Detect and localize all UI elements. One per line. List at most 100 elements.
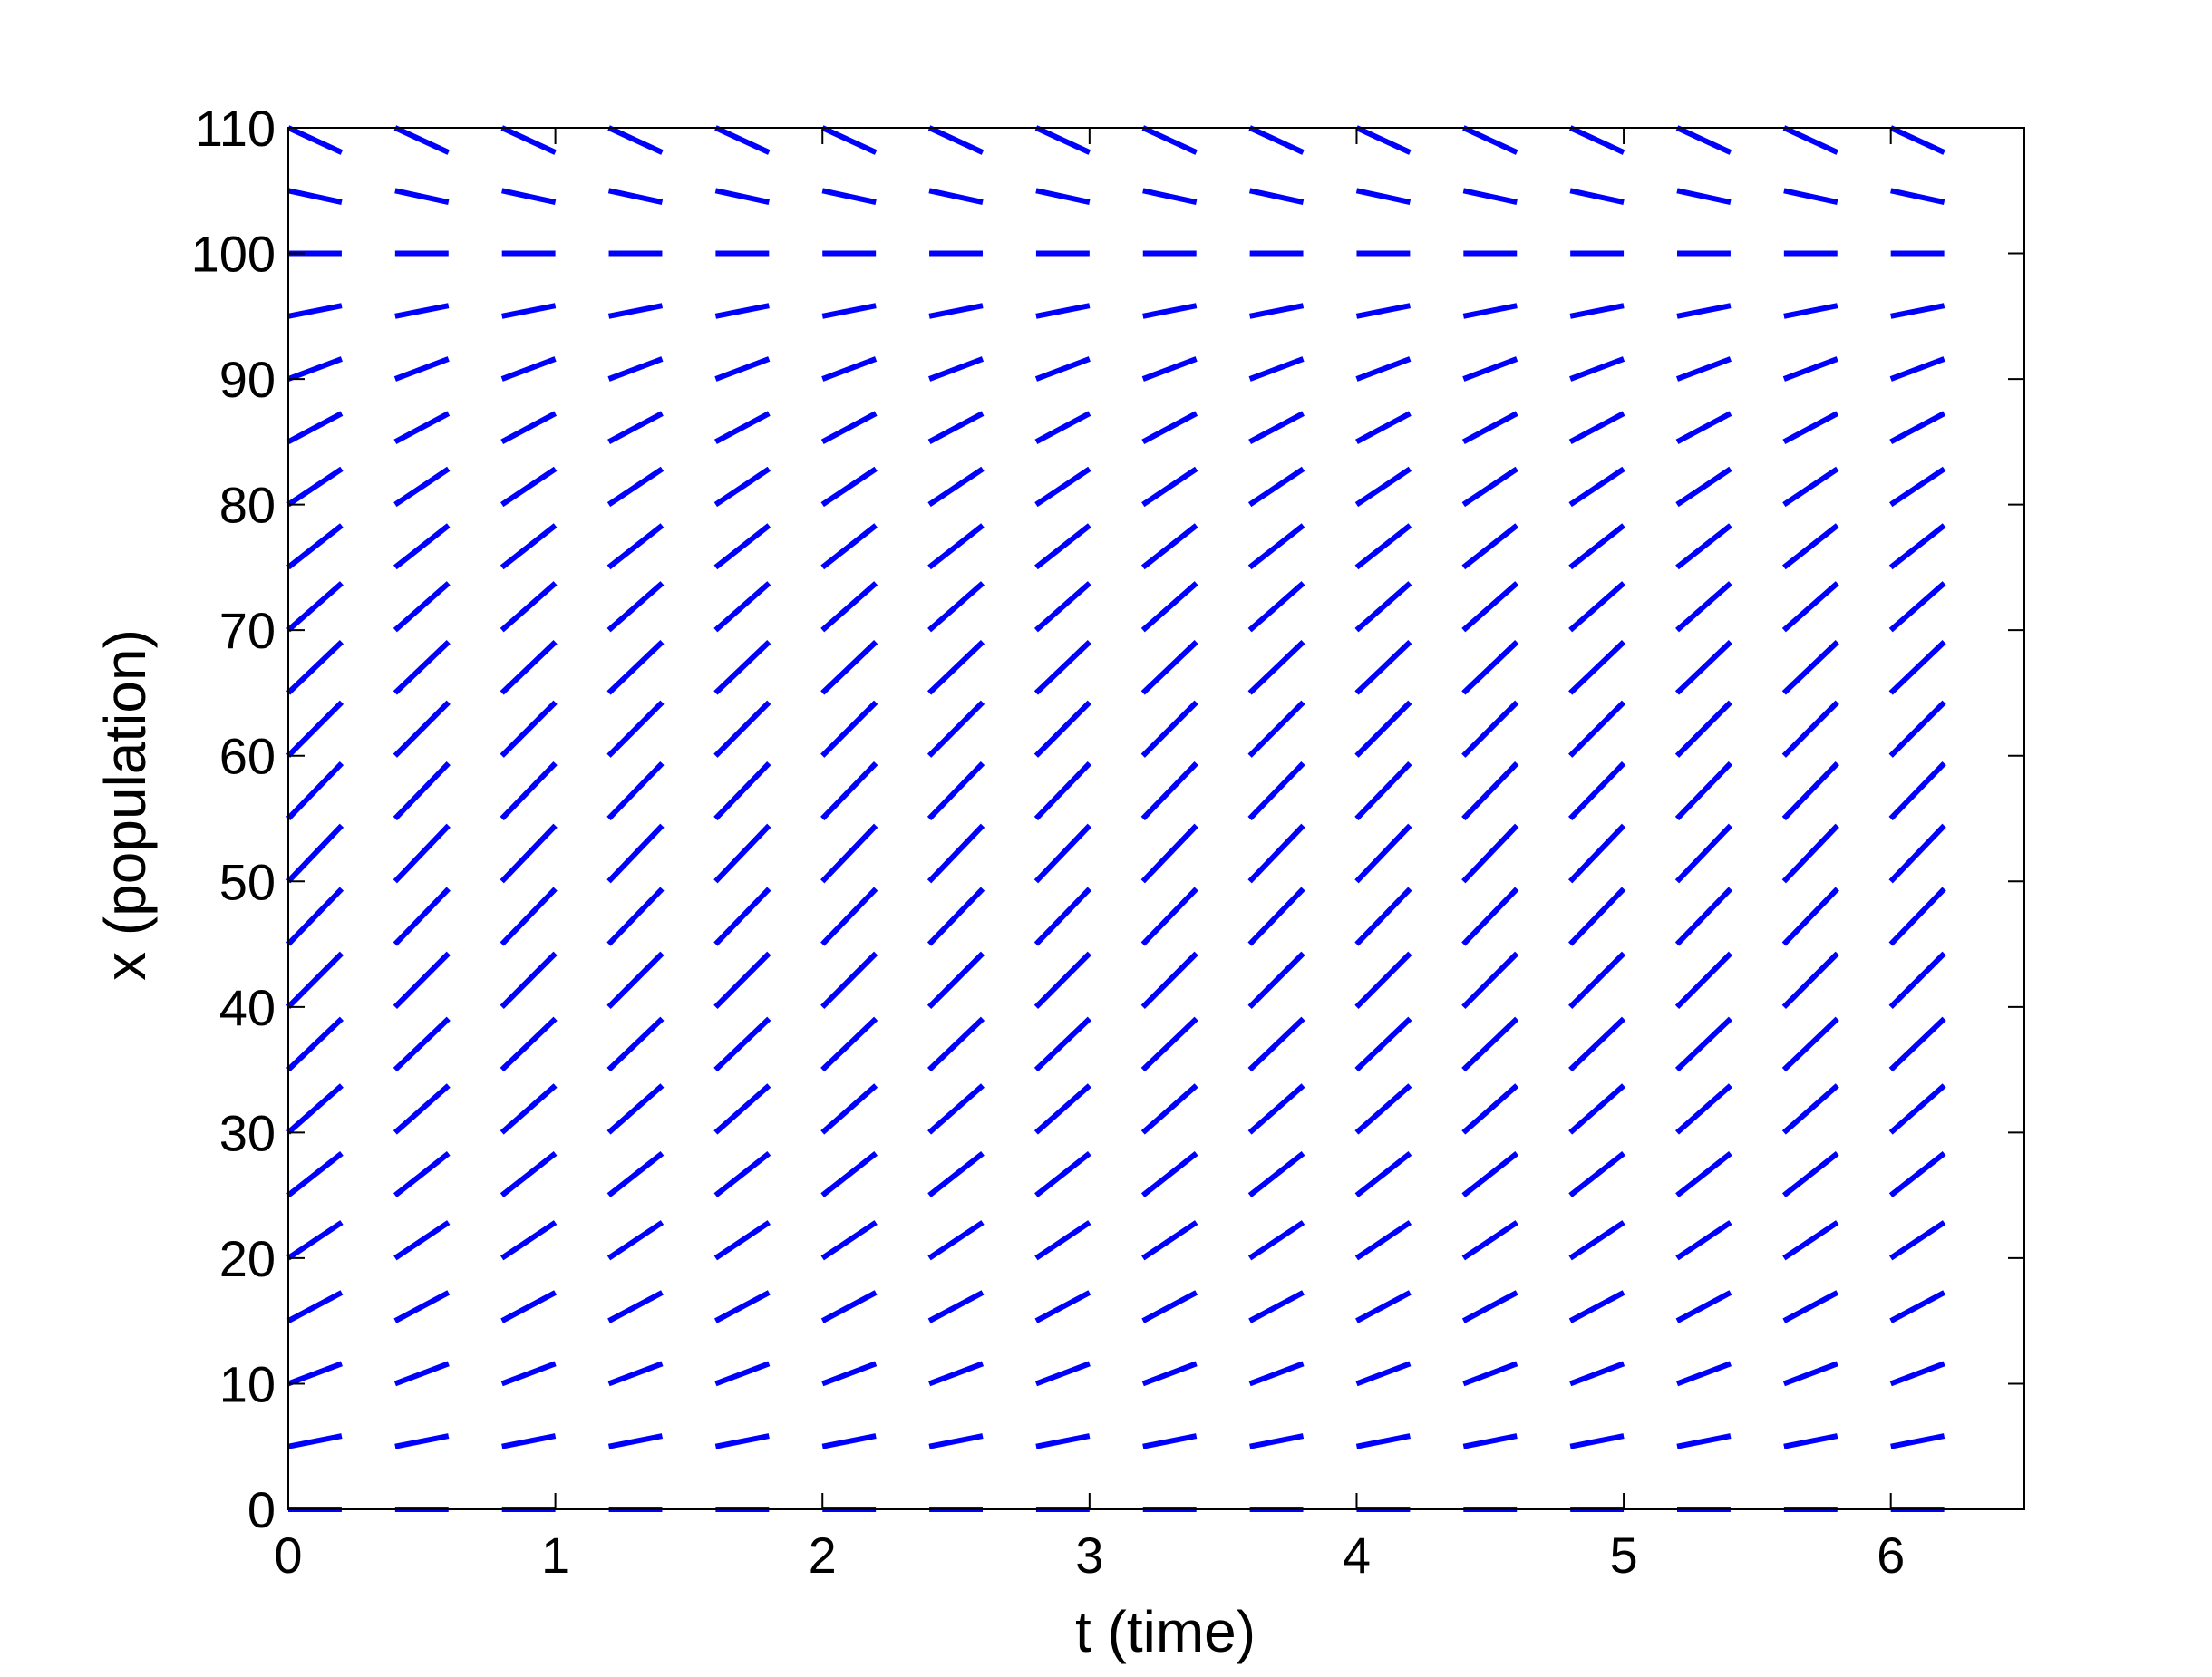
slope-segment [1783, 1433, 1838, 1449]
slope-segment [1568, 1151, 1625, 1197]
slope-segment [1781, 581, 1839, 633]
slope-segment [1140, 640, 1198, 695]
slope-segment [1675, 466, 1732, 508]
slope-segment [1889, 1220, 1946, 1261]
slope-segment [500, 581, 558, 633]
slope-segment [1354, 640, 1412, 695]
slope-segment [713, 823, 771, 884]
slope-segment [1461, 951, 1519, 1009]
slope-segment [1462, 1433, 1518, 1449]
slope-segment [1567, 823, 1626, 884]
slope-segment [501, 188, 557, 205]
slope-segment [1140, 581, 1198, 633]
slope-segment [927, 581, 985, 633]
y-tick-label: 30 [219, 1104, 276, 1161]
slope-segment [1568, 125, 1625, 155]
slope-segment [394, 303, 450, 319]
slope-segment [1675, 1220, 1732, 1261]
slope-segment [606, 640, 665, 695]
slope-segment [1248, 1361, 1305, 1387]
slope-segment [1247, 1083, 1305, 1135]
slope-segment [500, 1083, 558, 1135]
slope-segment [500, 1361, 557, 1387]
slope-segment [713, 951, 771, 1009]
slope-segment [927, 125, 985, 155]
slope-segment [1675, 411, 1732, 445]
slope-segment [1247, 523, 1305, 570]
slope-segment [1674, 700, 1733, 758]
slope-segment [713, 411, 771, 445]
slope-segment [1782, 466, 1839, 508]
slope-segment [928, 356, 985, 382]
slope-segment [1569, 356, 1625, 382]
slope-segment [393, 581, 451, 633]
slope-segment [393, 523, 451, 570]
slope-segment [713, 761, 771, 821]
slope-segment [1568, 640, 1626, 695]
slope-segment [1140, 700, 1198, 758]
slope-segment [286, 951, 344, 1009]
slope-segment [1033, 823, 1092, 884]
slope-segment [928, 1433, 984, 1449]
slope-segment [286, 1220, 344, 1261]
slope-segment [393, 1361, 450, 1387]
slope-segment [1676, 1433, 1732, 1449]
slope-segment [500, 1220, 558, 1261]
slope-segment [1140, 761, 1198, 821]
slope-segment [1248, 411, 1305, 445]
y-tick-label: 0 [247, 1481, 276, 1538]
slope-segment [1247, 823, 1305, 884]
slope-segment [286, 1151, 344, 1197]
slope-segment [1782, 125, 1839, 155]
slope-segment [607, 1361, 664, 1387]
y-tick-label: 90 [219, 351, 276, 408]
slope-segment [1888, 951, 1946, 1009]
slope-segment [606, 887, 665, 946]
slope-segment [820, 581, 878, 633]
slope-segment [713, 1290, 771, 1323]
slope-segment [1249, 303, 1305, 319]
slope-segment [1461, 700, 1519, 758]
slope-segment [927, 761, 985, 821]
slope-segment [1140, 951, 1198, 1009]
slope-segment [607, 125, 664, 155]
slope-segment [820, 761, 878, 821]
slope-segment [1247, 640, 1305, 695]
slope-segment [1354, 1016, 1412, 1072]
slope-segment [500, 125, 557, 155]
slope-segment [393, 640, 451, 695]
slope-segment [927, 1083, 985, 1135]
slope-segment [393, 951, 451, 1009]
slope-segment [607, 1290, 664, 1323]
slope-segment [1569, 303, 1625, 319]
slope-segment [1461, 823, 1519, 884]
slope-segment [393, 761, 451, 821]
slope-segment [1033, 761, 1092, 821]
slope-segment [1888, 887, 1946, 946]
slope-segment [606, 951, 665, 1009]
slope-segment [286, 356, 343, 382]
slope-segment [1568, 1290, 1625, 1323]
slope-segment [1354, 523, 1412, 570]
slope-segment [500, 640, 558, 695]
slope-segment [393, 1290, 451, 1323]
slope-segment [1247, 951, 1305, 1009]
slope-segment [927, 411, 985, 445]
slope-segment [287, 188, 343, 205]
slope-segment [286, 523, 344, 570]
slope-segment [1675, 1083, 1732, 1135]
slope-segment [1247, 887, 1305, 946]
slope-segment [1889, 356, 1945, 382]
slope-segment [1461, 1083, 1519, 1135]
slope-segment [606, 1151, 665, 1197]
slope-segment [1355, 1433, 1411, 1449]
slope-segment [927, 1151, 985, 1197]
slope-segment [1675, 1151, 1732, 1197]
slope-segment [1568, 700, 1626, 758]
slope-segment [1676, 188, 1732, 205]
slope-segment [606, 761, 665, 821]
slope-segment [820, 466, 878, 508]
slope-segment [393, 411, 451, 445]
slope-segment [500, 761, 558, 821]
